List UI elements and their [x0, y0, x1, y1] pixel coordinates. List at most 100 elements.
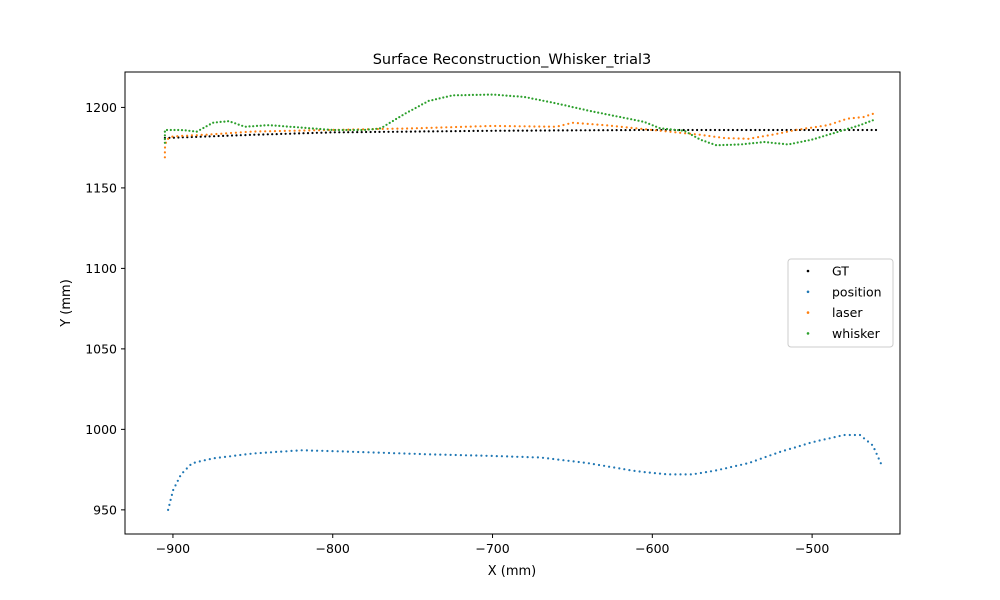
data-point: [225, 132, 228, 135]
data-point: [449, 453, 452, 456]
data-point: [333, 131, 336, 134]
data-point: [761, 135, 765, 138]
data-point: [823, 438, 826, 441]
data-point: [483, 93, 486, 96]
data-point: [464, 454, 468, 457]
data-point: [362, 451, 365, 454]
data-point: [212, 121, 215, 124]
data-point: [506, 455, 509, 458]
data-point: [269, 451, 273, 454]
data-point: [234, 454, 237, 457]
data-point: [758, 128, 761, 132]
data-point: [163, 134, 166, 137]
data-point: [190, 134, 193, 137]
data-point: [311, 127, 314, 130]
x-tick-label: −800: [316, 541, 350, 556]
y-tick-label: 1100: [85, 261, 117, 276]
data-point: [263, 124, 266, 127]
data-point: [503, 125, 507, 128]
data-point: [857, 116, 860, 119]
data-point: [300, 126, 303, 129]
data-point: [204, 135, 207, 138]
data-point: [396, 127, 399, 130]
data-point: [176, 135, 179, 138]
data-point: [703, 134, 706, 137]
data-point: [364, 128, 367, 131]
data-point: [854, 125, 857, 128]
data-point: [190, 135, 193, 139]
data-point: [566, 129, 569, 132]
plot-frame: [124, 71, 901, 535]
data-point: [283, 129, 286, 132]
data-point: [342, 131, 345, 134]
data-point: [812, 128, 815, 132]
data-point: [512, 95, 516, 98]
data-point: [230, 121, 233, 124]
data-point: [523, 125, 526, 128]
data-point: [691, 128, 694, 132]
data-point: [662, 127, 665, 130]
series-whisker: [163, 93, 874, 147]
legend-label: whisker: [832, 326, 881, 341]
data-point: [378, 127, 382, 130]
legend-label: laser: [832, 305, 863, 320]
data-point: [834, 128, 837, 132]
data-point: [800, 140, 803, 143]
data-point: [727, 137, 730, 140]
data-point: [425, 126, 428, 129]
data-point: [730, 465, 733, 469]
data-point: [289, 125, 292, 128]
data-point: [341, 128, 344, 132]
data-point: [679, 131, 682, 134]
data-point: [273, 130, 277, 133]
data-point: [313, 129, 316, 132]
data-point: [524, 96, 527, 99]
data-point: [308, 129, 311, 132]
data-point: [862, 115, 865, 119]
data-point: [418, 452, 421, 456]
data-point: [330, 128, 333, 131]
data-point: [582, 108, 585, 111]
data-point: [244, 453, 247, 456]
data-point: [337, 128, 341, 132]
data-point: [179, 475, 182, 478]
data-point: [356, 131, 359, 134]
data-point: [649, 128, 653, 131]
data-point: [382, 451, 385, 454]
data-point: [274, 124, 277, 127]
data-point: [808, 441, 811, 445]
data-point: [733, 143, 736, 146]
data-point: [747, 137, 750, 140]
data-point: [732, 137, 735, 140]
data-point: [796, 141, 799, 144]
data-point: [699, 471, 703, 475]
data-point: [257, 133, 260, 136]
data-point: [490, 454, 493, 457]
data-point: [434, 453, 437, 456]
data-point: [615, 125, 619, 128]
data-point: [642, 128, 645, 132]
data-point: [195, 135, 198, 138]
data-point: [655, 125, 658, 128]
data-point: [431, 99, 434, 102]
data-point: [347, 128, 350, 131]
data-point: [763, 140, 766, 144]
data-point: [282, 125, 285, 128]
data-point: [352, 128, 355, 132]
data-point: [593, 129, 596, 132]
data-point: [781, 142, 785, 145]
data-point: [391, 127, 394, 130]
data-point: [624, 129, 627, 132]
data-point: [398, 452, 401, 455]
data-point: [549, 101, 552, 104]
data-point: [205, 125, 208, 128]
data-point: [785, 130, 789, 133]
data-point: [512, 129, 515, 132]
data-point: [255, 124, 259, 127]
data-point: [217, 134, 220, 138]
data-point: [219, 120, 222, 123]
data-point: [623, 468, 626, 471]
data-point: [163, 141, 166, 144]
data-point: [403, 452, 406, 455]
